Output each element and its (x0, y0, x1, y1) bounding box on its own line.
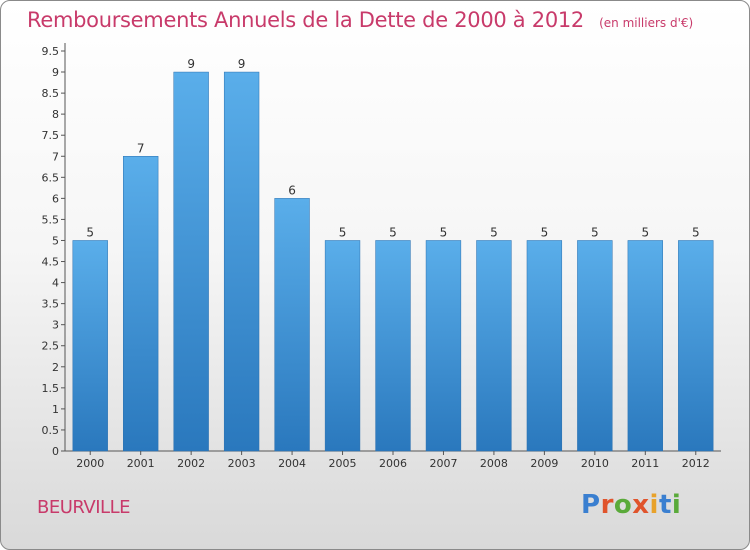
x-tick-label: 2002 (177, 457, 205, 470)
x-tick-label: 2001 (127, 457, 155, 470)
x-tick-label: 2004 (278, 457, 306, 470)
y-tick-label: 3 (52, 319, 59, 332)
x-tick-label: 2000 (76, 457, 104, 470)
bar-value-label: 9 (187, 57, 195, 71)
y-tick-label: 1 (52, 403, 59, 416)
bar (627, 240, 663, 452)
bar-value-label: 6 (288, 183, 296, 197)
bar-value-label: 5 (641, 225, 649, 239)
y-tick-label: 0 (52, 445, 59, 458)
y-tick-label: 2 (52, 361, 59, 374)
bar (223, 71, 260, 452)
y-tick-label: 5 (52, 234, 59, 247)
x-tick-label: 2010 (581, 457, 609, 470)
logo-letter: i (649, 490, 659, 520)
y-tick-label: 4.5 (42, 256, 60, 269)
bar (678, 240, 714, 452)
bar-value-label: 5 (490, 225, 498, 239)
logo-letter: o (613, 490, 633, 520)
x-tick-label: 2012 (682, 457, 710, 470)
bar (375, 240, 411, 452)
bar-value-label: 5 (86, 225, 94, 239)
bar-value-label: 5 (440, 225, 448, 239)
x-tick-label: 2008 (480, 457, 508, 470)
y-tick-label: 8 (52, 108, 59, 121)
logo-letter: t (658, 490, 672, 520)
y-tick-label: 0.5 (42, 424, 60, 437)
bar (577, 240, 613, 452)
chart-title-main: Remboursements Annuels de la Dette de 20… (27, 8, 584, 32)
chart-title: Remboursements Annuels de la Dette de 20… (27, 8, 693, 32)
y-tick-label: 2.5 (42, 340, 60, 353)
logo-letter: i (671, 490, 682, 520)
bar (274, 198, 310, 452)
y-tick-label: 9 (52, 66, 59, 79)
y-tick-label: 4 (52, 277, 59, 290)
bar-value-label: 5 (389, 225, 397, 239)
bar-value-label: 7 (137, 141, 145, 155)
bar-value-label: 5 (692, 225, 700, 239)
logo-letter: r (600, 490, 614, 520)
y-tick-label: 5.5 (42, 213, 60, 226)
bar (324, 240, 361, 452)
y-tick-label: 6.5 (42, 171, 60, 184)
bar (173, 71, 209, 452)
commune-name: BEURVILLE (37, 497, 130, 518)
bar-value-label: 9 (238, 57, 246, 71)
y-tick-label: 9.5 (42, 45, 60, 58)
y-tick-label: 7.5 (42, 129, 60, 142)
x-tick-label: 2005 (329, 457, 357, 470)
y-tick-label: 6 (52, 192, 59, 205)
bar-value-label: 5 (541, 225, 549, 239)
x-tick-label: 2003 (228, 457, 256, 470)
y-tick-label: 1.5 (42, 382, 60, 395)
chart-title-unit: (en milliers d'€) (599, 16, 694, 30)
bar (123, 156, 159, 452)
bar (526, 240, 563, 452)
y-tick-label: 7 (52, 150, 59, 163)
x-tick-label: 2007 (429, 457, 457, 470)
proxiti-logo: Proxiti (581, 490, 681, 520)
y-tick-label: 3.5 (42, 298, 60, 311)
bar-value-label: 5 (591, 225, 599, 239)
x-tick-label: 2011 (631, 457, 659, 470)
logo-letter: x (632, 490, 650, 520)
y-tick-label: 8.5 (42, 87, 60, 100)
x-tick-label: 2006 (379, 457, 407, 470)
bar-value-label: 5 (339, 225, 347, 239)
x-tick-label: 2009 (530, 457, 558, 470)
logo-letter: P (581, 490, 601, 520)
bar (425, 240, 462, 452)
bar (476, 240, 512, 452)
bar (72, 240, 108, 452)
